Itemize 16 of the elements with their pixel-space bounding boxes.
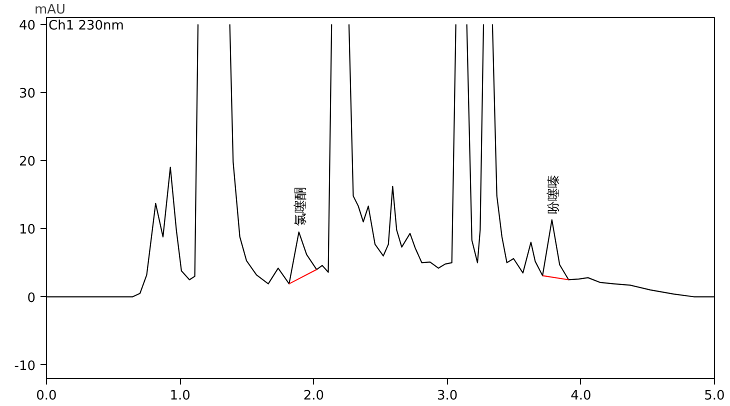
x-tick-label: 0.0 [36,388,57,404]
y-tick-label: 40 [18,18,36,34]
x-tick-label: 1.0 [170,388,190,404]
y-tick-label: 20 [18,154,36,170]
x-tick-label: 5.0 [704,388,725,404]
y-tick-label: 10 [18,222,36,238]
x-tick-label: 3.0 [436,388,458,404]
annotation: 氯噻酮 [293,187,308,226]
x-tick-label: 2.0 [303,388,324,404]
y-tick-label: -10 [14,358,36,374]
annotation: 吩噻嗪 [546,174,562,214]
y-tick-label: 0 [27,290,36,306]
annotation: Ch1 230nm [48,18,124,34]
y-tick-label: 30 [18,86,36,102]
x-tick-label: 4.0 [570,388,592,404]
y-axis-title: mAU [34,2,66,18]
